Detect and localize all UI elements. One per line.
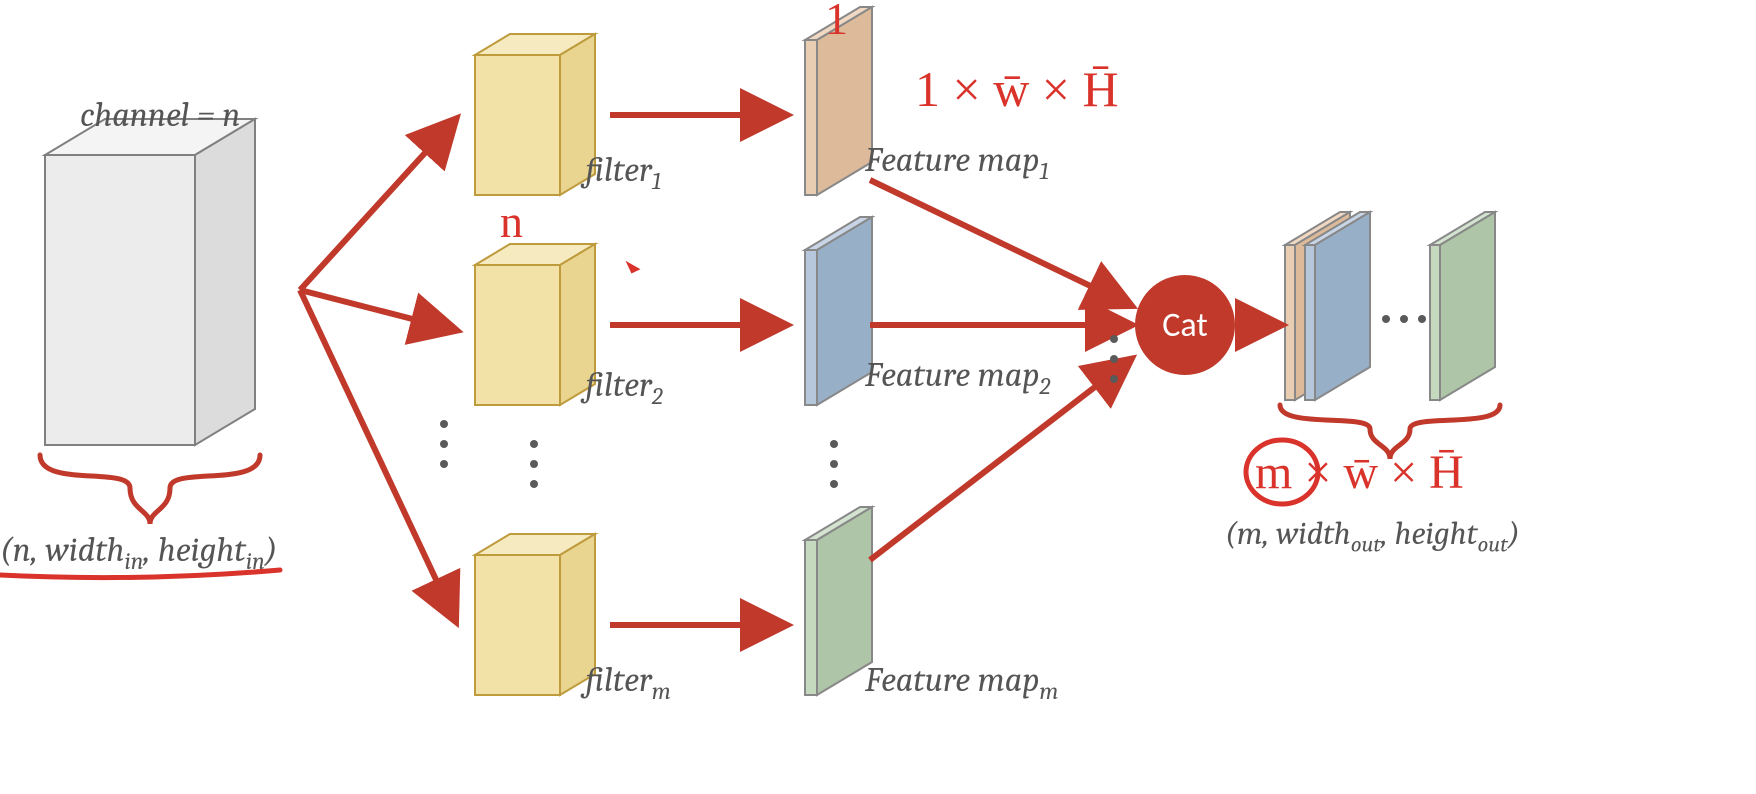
hand-n: n bbox=[500, 195, 523, 248]
vdots-filters bbox=[440, 420, 448, 468]
vdots-precat bbox=[1110, 335, 1118, 383]
filterm-label: filterm bbox=[585, 660, 671, 705]
hand-mwh: m × w̄ × H̄ bbox=[1255, 445, 1464, 500]
hand-top-one: 1 bbox=[825, 0, 848, 45]
channel-label: channel = n bbox=[80, 95, 240, 135]
vdots-fmaps bbox=[830, 440, 838, 488]
vdots-filters2 bbox=[530, 440, 538, 488]
fmapm-label: Feature mapm bbox=[865, 660, 1058, 705]
cat-node: Cat bbox=[1135, 275, 1235, 375]
filter1-label: filter1 bbox=[585, 150, 661, 195]
fmap2-label: Feature map2 bbox=[865, 355, 1050, 400]
hand-1wh: 1 × w̄ × H̄ bbox=[915, 60, 1119, 118]
output-dims-label: (m, widthout, heightout) bbox=[1225, 515, 1520, 557]
hdots-output bbox=[1382, 315, 1426, 323]
filter2-label: filter2 bbox=[585, 365, 663, 410]
fmap1-label: Feature map1 bbox=[865, 140, 1049, 185]
cat-label: Cat bbox=[1162, 305, 1208, 346]
input-dims-label: (n, widthin, heightin) bbox=[0, 530, 277, 575]
